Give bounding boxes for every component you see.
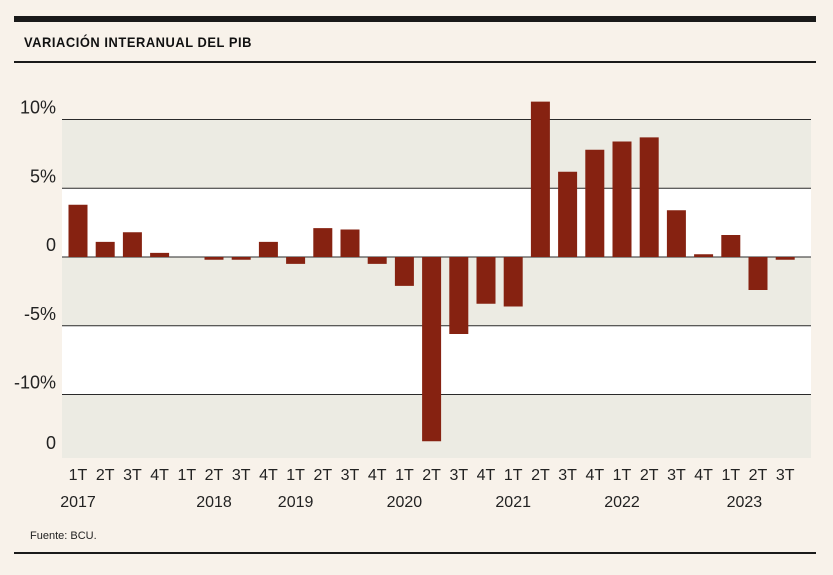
bar <box>95 241 115 257</box>
bar <box>639 137 659 257</box>
bar <box>530 101 550 257</box>
x-tick-label: 4T <box>585 467 604 484</box>
bar <box>476 257 496 304</box>
bar <box>367 257 387 264</box>
source-note: Fuente: BCU. <box>30 530 97 542</box>
year-label: 2021 <box>495 494 531 511</box>
plot-band <box>62 188 811 257</box>
bar <box>122 232 142 257</box>
x-tick-label: 4T <box>477 467 496 484</box>
x-tick-label: 3T <box>123 467 142 484</box>
x-tick-label: 1T <box>721 467 740 484</box>
bar <box>775 257 795 260</box>
bar <box>204 257 224 260</box>
x-tick-label: 1T <box>69 467 88 484</box>
bar <box>150 252 170 257</box>
y-axis-labels: 10% 5% 0 -5% -10% 0 <box>14 98 56 454</box>
year-label: 2017 <box>60 494 96 511</box>
x-tick-label: 3T <box>667 467 686 484</box>
year-label: 2020 <box>387 494 423 511</box>
x-tick-label: 3T <box>558 467 577 484</box>
x-tick-label: 1T <box>177 467 196 484</box>
y-tick-label: 0 <box>46 433 56 453</box>
year-label: 2018 <box>196 494 232 511</box>
year-label: 2019 <box>278 494 314 511</box>
year-label: 2022 <box>604 494 640 511</box>
plot-band <box>62 119 811 189</box>
x-tick-label: 4T <box>694 467 713 484</box>
y-tick-label: -5% <box>24 304 56 324</box>
bar <box>286 257 306 264</box>
bar <box>68 204 88 257</box>
x-tick-label: 4T <box>150 467 169 484</box>
x-tick-label: 3T <box>449 467 468 484</box>
x-tick-label: 1T <box>613 467 632 484</box>
bar <box>340 229 360 257</box>
bar <box>231 257 251 260</box>
x-tick-label: 1T <box>286 467 305 484</box>
bar <box>258 241 278 257</box>
chart-title: VARIACIÓN INTERANUAL DEL PIB <box>24 34 253 50</box>
x-tick-label: 2T <box>749 467 768 484</box>
x-tick-label: 2T <box>96 467 115 484</box>
x-tick-label: 3T <box>776 467 795 484</box>
bar <box>313 228 333 257</box>
bottom-rule <box>14 552 816 554</box>
bar <box>694 254 714 257</box>
bar <box>666 210 686 257</box>
bar <box>449 257 469 334</box>
x-tick-label: 4T <box>259 467 278 484</box>
x-tick-label: 2T <box>205 467 224 484</box>
y-tick-label: 0 <box>46 235 56 255</box>
bar <box>394 257 414 286</box>
x-tick-label: 3T <box>341 467 360 484</box>
x-tick-label: 2T <box>313 467 332 484</box>
bar <box>558 171 578 257</box>
bars <box>68 101 795 442</box>
bar <box>748 257 768 290</box>
bar <box>585 149 605 257</box>
bar <box>721 235 741 257</box>
top-rule <box>14 16 816 22</box>
x-axis-labels: 1T 2T 3T 4T 1T 2T 3T 4T 1T 2T 3T 4T 1T 2T 3T 4T 1T 2T 3T 4T… <box>69 467 795 484</box>
x-tick-label: 1T <box>395 467 414 484</box>
bar <box>503 257 523 307</box>
x-tick-label: 2T <box>531 467 550 484</box>
x-tick-label: 2T <box>422 467 441 484</box>
year-label: 2023 <box>727 494 763 511</box>
bar <box>422 257 442 442</box>
x-tick-label: 2T <box>640 467 659 484</box>
title-rule <box>14 61 816 63</box>
year-labels: 2017 2018 2019 2020 2021 2022 2023 <box>60 494 762 511</box>
y-tick-label: -10% <box>14 373 56 393</box>
x-tick-label: 4T <box>368 467 387 484</box>
y-tick-label: 5% <box>30 166 56 186</box>
x-tick-label: 3T <box>232 467 251 484</box>
y-tick-label: 10% <box>20 98 56 118</box>
bar <box>612 141 632 257</box>
x-tick-label: 1T <box>504 467 523 484</box>
